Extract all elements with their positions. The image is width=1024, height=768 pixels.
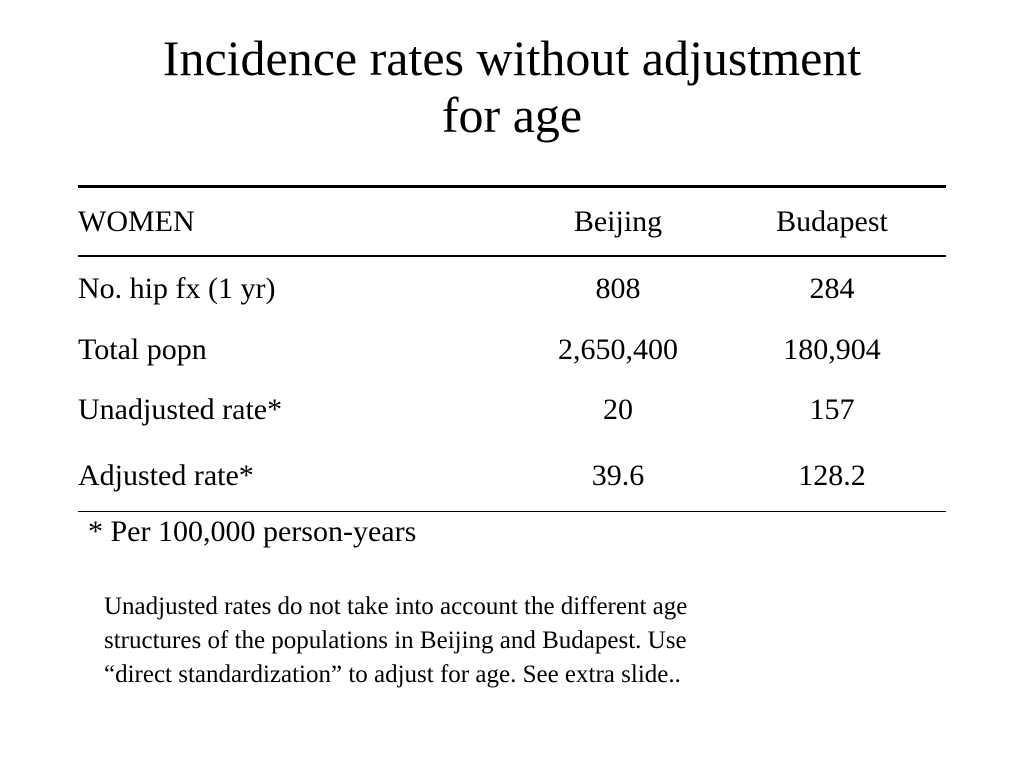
table-bottom-rule [78, 510, 946, 512]
incidence-table: WOMEN Beijing Budapest No. hip fx (1 yr)… [78, 185, 946, 512]
row-label: No. hip fx (1 yr) [78, 271, 276, 305]
cell-budapest: 128.2 [798, 458, 866, 492]
row-label: Unadjusted rate* [78, 393, 283, 426]
table-header: WOMEN Beijing Budapest [78, 188, 946, 255]
row-label: Total popn [78, 333, 207, 366]
cell-budapest: 180,904 [783, 333, 881, 366]
cell-beijing: 808 [595, 271, 641, 305]
table-footnote: * Per 100,000 person-years [88, 515, 417, 548]
table-top-rule [78, 185, 946, 188]
header-col-budapest: Budapest [776, 204, 888, 238]
header-col-beijing: Beijing [573, 204, 663, 238]
table-header-rule [78, 255, 946, 257]
explanatory-note: Unadjusted rates do not take into accoun… [104, 590, 924, 692]
table-row: Total popn 2,650,400 180,904 [78, 321, 946, 380]
cell-budapest: 284 [809, 271, 855, 305]
slide-title: Incidence rates without adjustment for a… [0, 30, 1024, 144]
header-label-women: WOMEN [78, 204, 195, 238]
note-line-2: structures of the populations in Beijing… [104, 627, 687, 654]
table-body: No. hip fx (1 yr) 808 284 Total popn 2,6… [78, 257, 946, 511]
cell-beijing: 20 [603, 393, 633, 426]
cell-beijing: 2,650,400 [558, 333, 678, 366]
slide-title-line-2: for age [441, 87, 583, 143]
table-row: No. hip fx (1 yr) 808 284 [78, 257, 946, 321]
table-row: Adjusted rate* 39.6 128.2 [78, 441, 946, 511]
cell-budapest: 157 [809, 393, 855, 426]
note-line-1: Unadjusted rates do not take into accoun… [104, 593, 688, 620]
table-row: Unadjusted rate* 20 157 [78, 380, 946, 441]
row-label: Adjusted rate* [78, 458, 254, 492]
note-line-3: “direct standardization” to adjust for a… [104, 661, 681, 688]
cell-beijing: 39.6 [591, 458, 645, 492]
table-header-row: WOMEN Beijing Budapest [78, 188, 946, 255]
slide-title-line-1: Incidence rates without adjustment [162, 30, 862, 86]
